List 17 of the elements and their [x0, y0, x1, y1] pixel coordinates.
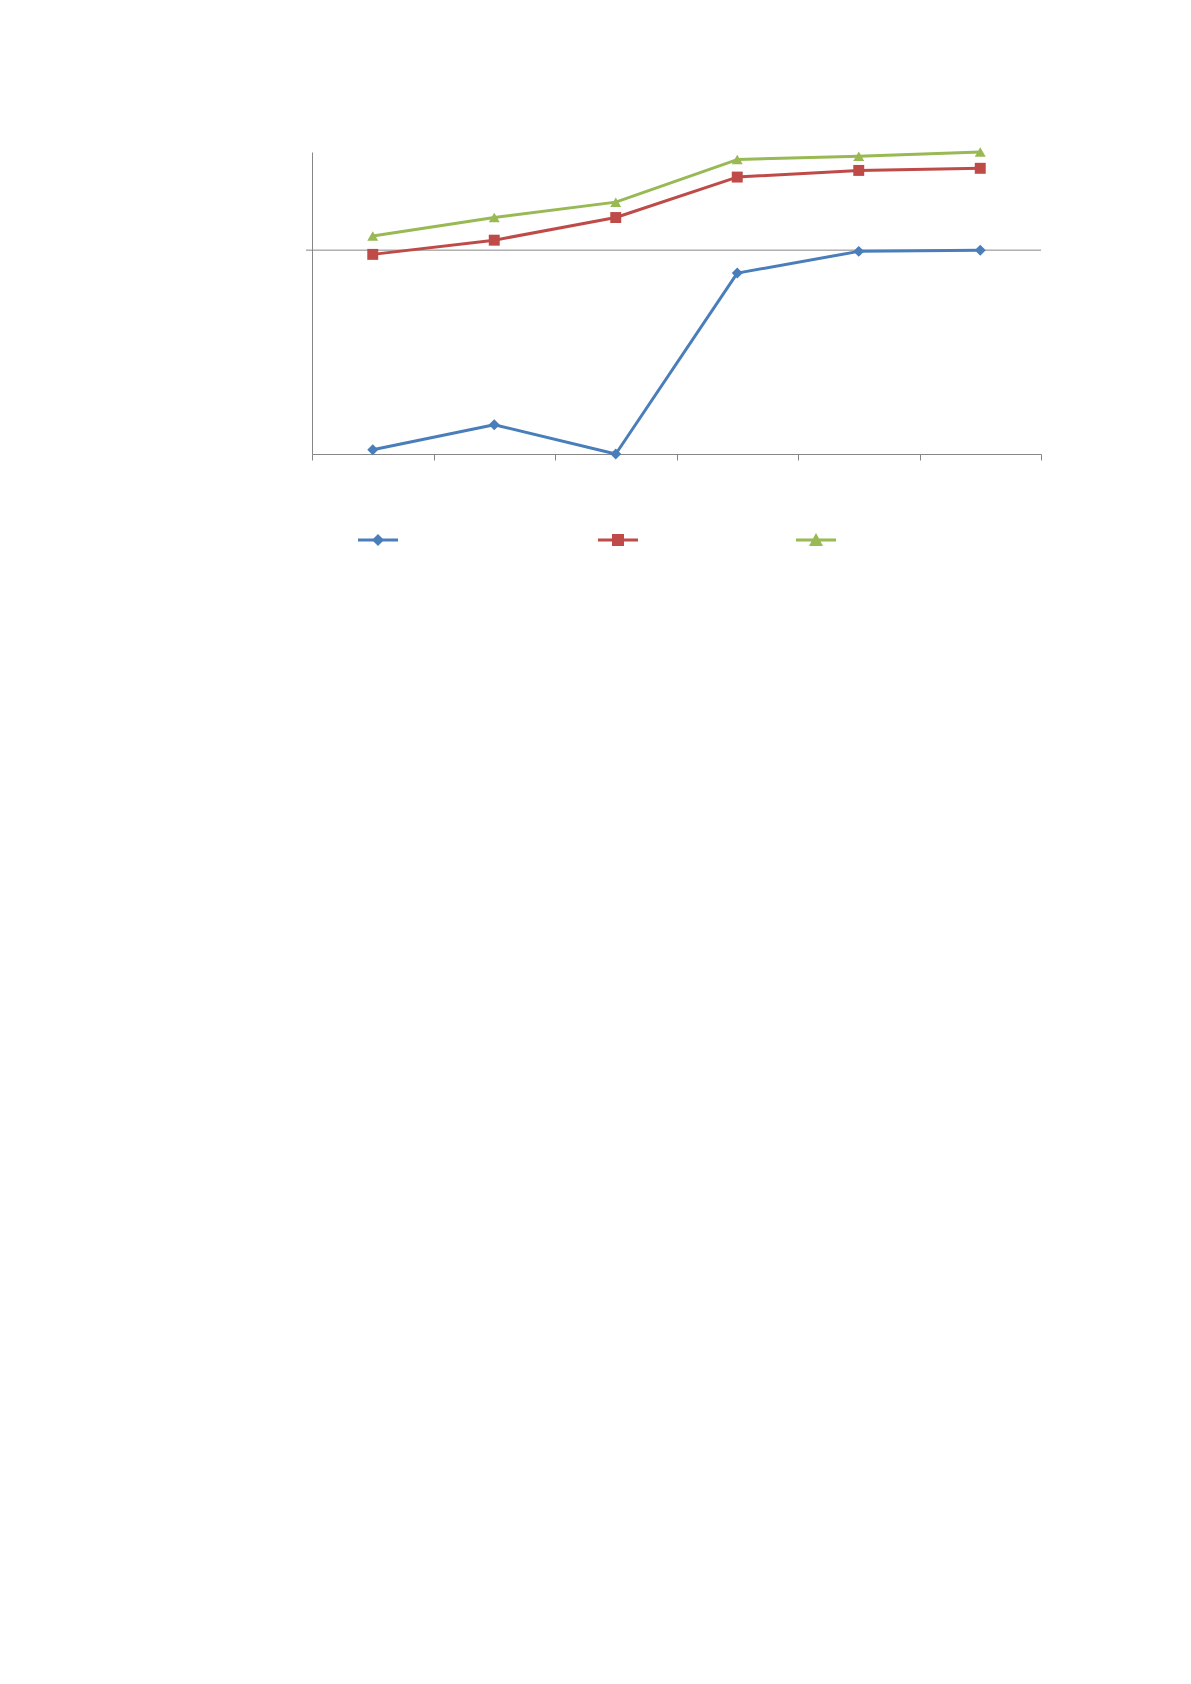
point [731, 154, 743, 165]
point [488, 234, 500, 246]
point [367, 248, 379, 260]
point [610, 212, 622, 224]
point [974, 162, 986, 174]
point [731, 171, 743, 183]
point [974, 147, 986, 157]
point [367, 231, 379, 241]
point [367, 444, 379, 456]
point [488, 212, 500, 223]
point [853, 245, 865, 257]
point [610, 197, 622, 207]
point [488, 419, 500, 431]
point [853, 151, 865, 161]
point [610, 448, 622, 460]
point [853, 164, 865, 176]
point [731, 267, 743, 279]
